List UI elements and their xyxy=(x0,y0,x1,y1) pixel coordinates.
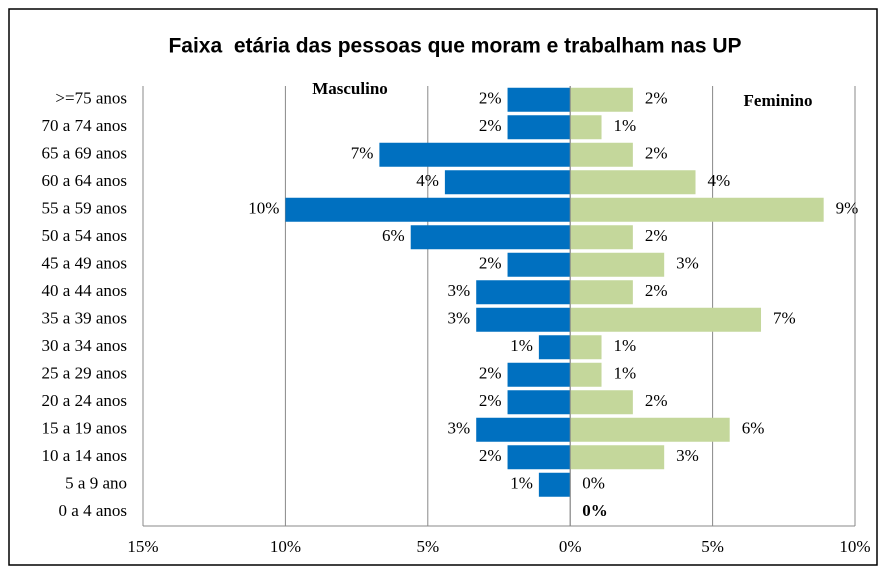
y-tick-label: 65 a 69 anos xyxy=(42,144,127,163)
data-label: 2% xyxy=(479,364,502,383)
bar xyxy=(570,417,730,442)
data-label: 3% xyxy=(676,254,699,273)
bar xyxy=(570,142,633,167)
data-label: 9% xyxy=(836,199,859,218)
bar xyxy=(476,417,571,442)
bar xyxy=(379,142,571,167)
bar xyxy=(570,390,633,415)
data-label: 1% xyxy=(510,336,533,355)
y-tick-label: 40 a 44 anos xyxy=(42,281,127,300)
data-label: 0% xyxy=(582,501,608,520)
y-tick-label: >=75 anos xyxy=(55,89,127,108)
bar xyxy=(507,87,571,112)
y-tick-label: 45 a 49 anos xyxy=(42,254,127,273)
data-label: 1% xyxy=(614,364,637,383)
legend-label: Masculino xyxy=(312,79,388,98)
data-label: 4% xyxy=(416,171,439,190)
bar xyxy=(570,335,602,360)
data-label: 1% xyxy=(614,336,637,355)
bar xyxy=(507,390,571,415)
bar xyxy=(507,362,571,387)
data-label: 3% xyxy=(448,419,471,438)
y-tick-label: 5 a 9 ano xyxy=(65,474,127,493)
data-label: 6% xyxy=(742,419,765,438)
x-tick-label: 10% xyxy=(839,537,870,556)
y-tick-label: 55 a 59 anos xyxy=(42,199,127,218)
data-label: 2% xyxy=(479,89,502,108)
bar xyxy=(507,115,571,140)
bar xyxy=(570,307,762,332)
data-label: 3% xyxy=(448,281,471,300)
bar xyxy=(570,115,602,140)
bar xyxy=(285,197,571,222)
bar xyxy=(570,87,633,112)
data-label: 4% xyxy=(708,171,731,190)
data-label: 2% xyxy=(479,446,502,465)
data-label: 7% xyxy=(773,309,796,328)
x-tick-label: 5% xyxy=(701,537,724,556)
y-tick-label: 10 a 14 anos xyxy=(42,446,127,465)
data-label: 2% xyxy=(479,391,502,410)
data-label: 6% xyxy=(382,226,405,245)
y-tick-label: 35 a 39 anos xyxy=(42,309,127,328)
bar xyxy=(570,252,665,277)
data-label: 2% xyxy=(645,281,668,300)
data-label: 2% xyxy=(645,226,668,245)
data-label: 1% xyxy=(510,474,533,493)
data-label: 10% xyxy=(248,199,279,218)
data-label: 2% xyxy=(645,391,668,410)
y-tick-label: 30 a 34 anos xyxy=(42,336,127,355)
x-tick-label: 0% xyxy=(559,537,582,556)
data-label: 3% xyxy=(676,446,699,465)
data-label: 7% xyxy=(351,144,374,163)
bar xyxy=(570,197,824,222)
bar xyxy=(410,225,571,250)
legend-label: Feminino xyxy=(744,91,813,110)
bar xyxy=(507,445,571,470)
y-tick-label: 50 a 54 anos xyxy=(42,226,127,245)
y-tick-label: 15 a 19 anos xyxy=(42,419,127,438)
data-label: 2% xyxy=(645,144,668,163)
bar xyxy=(444,170,571,195)
bar xyxy=(507,252,571,277)
bar xyxy=(538,335,571,360)
x-tick-label: 15% xyxy=(127,537,158,556)
bar xyxy=(570,362,602,387)
data-label: 2% xyxy=(645,89,668,108)
x-tick-label: 10% xyxy=(270,537,301,556)
bar xyxy=(476,280,571,305)
bar xyxy=(570,280,633,305)
y-tick-label: 0 a 4 anos xyxy=(59,501,127,520)
y-tick-label: 60 a 64 anos xyxy=(42,171,127,190)
data-label: 2% xyxy=(479,254,502,273)
x-tick-label: 5% xyxy=(416,537,439,556)
y-tick-label: 20 a 24 anos xyxy=(42,391,127,410)
bar xyxy=(570,170,696,195)
bar xyxy=(476,307,571,332)
y-tick-label: 25 a 29 anos xyxy=(42,364,127,383)
data-label: 0% xyxy=(582,474,605,493)
chart-title: Faixa etária das pessoas que moram e tra… xyxy=(168,35,741,58)
bar xyxy=(570,445,665,470)
chart-frame xyxy=(8,8,878,566)
data-label: 1% xyxy=(614,116,637,135)
bar xyxy=(570,225,633,250)
data-label: 3% xyxy=(448,309,471,328)
bar xyxy=(538,472,571,497)
y-tick-label: 70 a 74 anos xyxy=(42,116,127,135)
data-label: 2% xyxy=(479,116,502,135)
